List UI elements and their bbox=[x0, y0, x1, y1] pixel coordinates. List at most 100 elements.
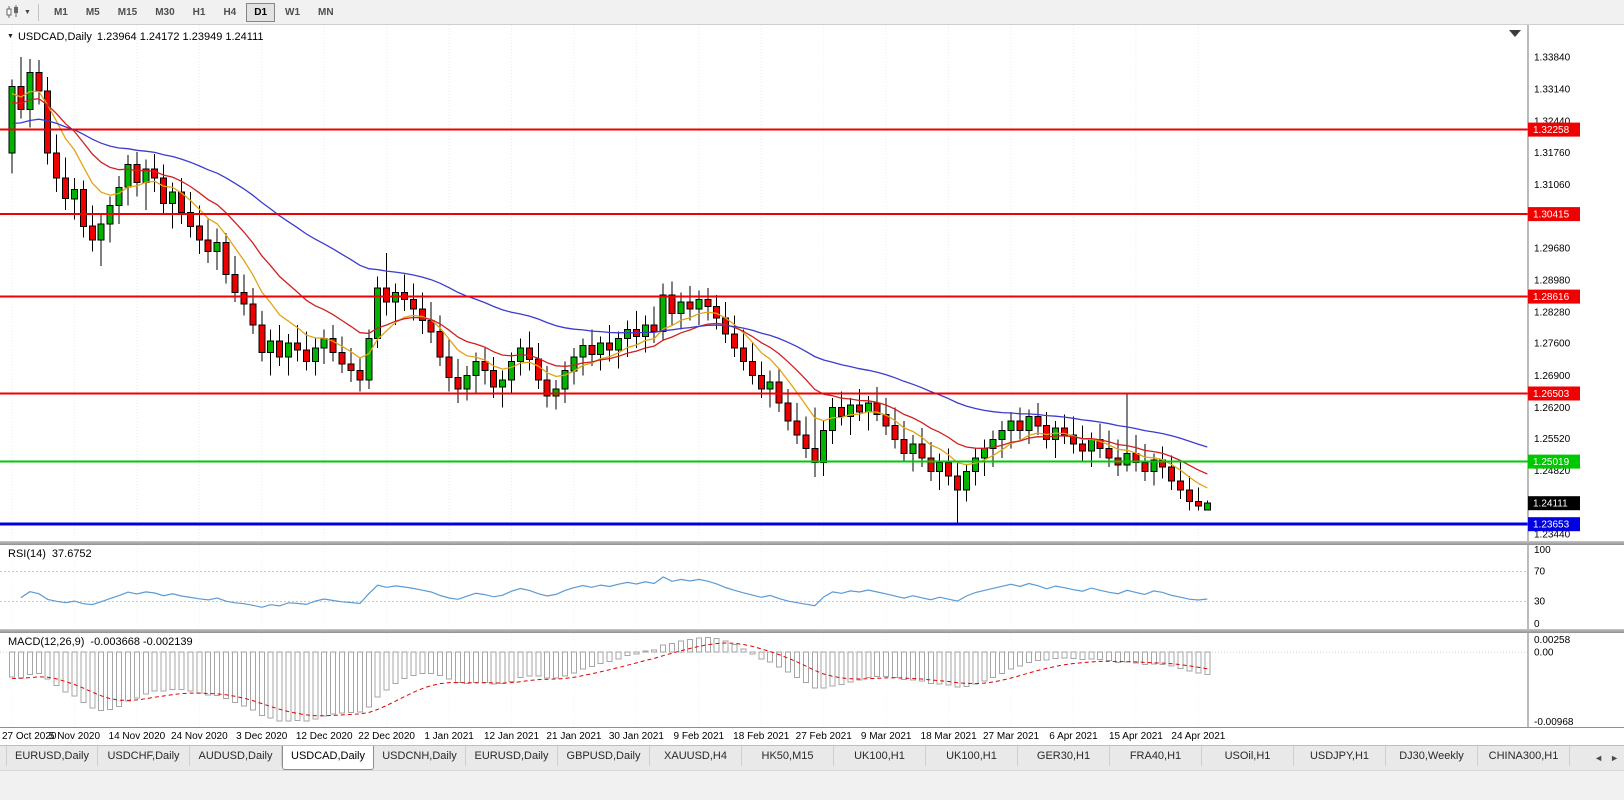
macd-label: MACD(12,26,9) -0.003668 -0.002139 bbox=[8, 636, 193, 648]
chart-type-icon[interactable] bbox=[6, 5, 21, 19]
price-axis-label: 1.33840 bbox=[1534, 53, 1571, 64]
date-axis-label: 24 Apr 2021 bbox=[1171, 731, 1226, 742]
ma-slow-line bbox=[11, 118, 1208, 448]
chart-tab-uk100-h1[interactable]: UK100,H1 bbox=[926, 746, 1018, 766]
svg-text:1.30415: 1.30415 bbox=[1533, 210, 1570, 221]
price-axis-label: 1.26900 bbox=[1534, 371, 1571, 382]
date-axis-label: 12 Dec 2020 bbox=[295, 731, 353, 742]
price-tag-1.24111: 1.24111 bbox=[1528, 496, 1580, 511]
date-axis-label: 1 Jan 2021 bbox=[424, 731, 474, 742]
chart-tab-usoil-h1[interactable]: USOil,H1 bbox=[1202, 746, 1294, 766]
timeframe-button-m15[interactable]: M15 bbox=[117, 6, 138, 18]
timeframe-button-h4[interactable]: H4 bbox=[223, 6, 237, 18]
svg-text:30: 30 bbox=[1534, 597, 1546, 608]
svg-text:100: 100 bbox=[1534, 545, 1551, 556]
macd-signal-line bbox=[11, 642, 1208, 717]
chart-tab-usdcnh-daily[interactable]: USDCNH,Daily bbox=[374, 746, 466, 766]
chart-tab-eurusd-daily[interactable]: EURUSD,Daily bbox=[466, 746, 558, 766]
price-tag-1.26503: 1.26503 bbox=[1528, 386, 1580, 401]
tabs-scroll-left-icon[interactable]: ◄ bbox=[1594, 753, 1604, 763]
panel-splitter[interactable] bbox=[0, 629, 1624, 633]
date-axis-label: 15 Apr 2021 bbox=[1108, 731, 1163, 742]
svg-text:1.32258: 1.32258 bbox=[1533, 125, 1570, 136]
rsi-line bbox=[20, 576, 1208, 608]
panel-splitter[interactable] bbox=[0, 541, 1624, 545]
svg-text:-0.00968: -0.00968 bbox=[1534, 717, 1574, 727]
price-tag-1.30415: 1.30415 bbox=[1528, 207, 1580, 222]
dropdown-caret-icon[interactable]: ▼ bbox=[24, 8, 31, 16]
chart-tab-eurusd-daily[interactable]: EURUSD,Daily bbox=[6, 746, 98, 766]
macd-values: -0.003668 -0.002139 bbox=[90, 636, 193, 648]
chart-tabs-bar: EURUSD,Daily USDCHF,Daily AUDUSD,Daily USDC… bbox=[0, 745, 1624, 770]
date-axis-label: 9 Mar 2021 bbox=[860, 731, 912, 742]
date-axis-label: 22 Dec 2020 bbox=[358, 731, 415, 742]
chart-tab-usdchf-daily[interactable]: USDCHF,Daily bbox=[98, 746, 190, 766]
price-tag-1.23653: 1.23653 bbox=[1528, 517, 1580, 532]
rsi-vertical-gridlines bbox=[11, 545, 1199, 629]
timeframe-button-h1[interactable]: H1 bbox=[192, 6, 206, 18]
svg-text:0.00: 0.00 bbox=[1534, 648, 1554, 659]
chart-tab-usdcad-daily[interactable]: USDCAD,Daily bbox=[282, 746, 374, 770]
chart-ohlc-values: 1.23964 1.24172 1.23949 1.24111 bbox=[96, 31, 264, 43]
candle-wicks-layer bbox=[11, 57, 1208, 525]
chart-tab-china300-h1[interactable]: CHINA300,H1 bbox=[1478, 746, 1570, 766]
chart-tab-xauusd-h4[interactable]: XAUUSD,H4 bbox=[650, 746, 742, 766]
date-axis-label: 27 Feb 2021 bbox=[795, 731, 852, 742]
timeframe-button-d1[interactable]: D1 bbox=[246, 2, 276, 22]
chart-tab-ger30-h1[interactable]: GER30,H1 bbox=[1018, 746, 1110, 766]
one-click-trading-icon[interactable]: ▼ bbox=[7, 33, 14, 40]
date-axis-label: 18 Feb 2021 bbox=[733, 731, 790, 742]
ma-mid-line bbox=[11, 98, 1208, 475]
price-axis-label: 1.23440 bbox=[1534, 530, 1571, 541]
timeframe-button-m5[interactable]: M5 bbox=[85, 6, 100, 18]
svg-text:70: 70 bbox=[1534, 567, 1546, 578]
chart-tab-dj30-weekly[interactable]: DJ30,Weekly bbox=[1386, 746, 1478, 766]
macd-vertical-gridlines bbox=[11, 633, 1199, 727]
date-axis-label: 27 Oct 2020 bbox=[2, 731, 57, 742]
date-axis: 27 Oct 2020 5 Nov 2020 14 Nov 2020 24 Nov 2… bbox=[0, 727, 1624, 745]
rsi-value: 37.6752 bbox=[51, 548, 92, 560]
date-axis-label: 18 Mar 2021 bbox=[920, 731, 977, 742]
chart-tab-audusd-daily[interactable]: AUDUSD,Daily bbox=[190, 746, 282, 766]
rsi-label: RSI(14) 37.6752 bbox=[8, 548, 92, 560]
vertical-gridlines bbox=[11, 25, 1199, 541]
price-axis-label: 1.32440 bbox=[1534, 117, 1571, 128]
date-axis-label: 30 Jan 2021 bbox=[608, 731, 664, 742]
price-axis-label: 1.31060 bbox=[1534, 180, 1571, 191]
macd-axis: 0.00258 0.00 -0.00968 bbox=[1527, 633, 1574, 727]
timeframe-button-m30[interactable]: M30 bbox=[155, 6, 175, 18]
price-tag-1.28616: 1.28616 bbox=[1528, 289, 1580, 304]
ma-fast-line bbox=[11, 90, 1208, 489]
date-axis-label: 24 Nov 2020 bbox=[170, 731, 228, 742]
status-bar bbox=[0, 770, 1624, 800]
svg-text:1.28616: 1.28616 bbox=[1533, 292, 1570, 303]
macd-histogram bbox=[9, 637, 1211, 722]
rsi-axis: 100 70 30 0 bbox=[1527, 545, 1551, 629]
date-axis-label: 9 Feb 2021 bbox=[673, 731, 725, 742]
tabs-scroll-right-icon[interactable]: ► bbox=[1610, 753, 1619, 763]
macd-name: MACD(12,26,9) bbox=[8, 636, 85, 648]
timeframe-buttons: M1 M5 M15 M30 H1 H4 D1 W1 MN bbox=[45, 2, 343, 22]
chart-tab-hk50-m15[interactable]: HK50,M15 bbox=[742, 746, 834, 766]
rsi-panel-canvas[interactable]: 100 70 30 0 bbox=[0, 545, 1624, 629]
svg-text:0.00258: 0.00258 bbox=[1534, 635, 1571, 646]
chart-tab-gbpusd-daily[interactable]: GBPUSD,Daily bbox=[558, 746, 650, 766]
chart-tab-usdjpy-h1[interactable]: USDJPY,H1 bbox=[1294, 746, 1386, 766]
timeframe-button-m1[interactable]: M1 bbox=[53, 6, 68, 18]
price-axis-label: 1.25520 bbox=[1534, 434, 1571, 445]
macd-panel-canvas[interactable]: 0.00258 0.00 -0.00968 bbox=[0, 633, 1624, 727]
date-axis-label: 14 Nov 2020 bbox=[108, 731, 166, 742]
chart-tab-uk100-h1[interactable]: UK100,H1 bbox=[834, 746, 926, 766]
date-axis-label: 5 Nov 2020 bbox=[48, 731, 101, 742]
toolbar-separator bbox=[37, 3, 39, 21]
chart-tab-fra40-h1[interactable]: FRA40,H1 bbox=[1110, 746, 1202, 766]
price-axis-label: 1.31760 bbox=[1534, 148, 1571, 159]
main-chart-canvas[interactable]: 1.338401.331401.324401.317601.310601.303… bbox=[0, 25, 1624, 541]
svg-text:0: 0 bbox=[1534, 619, 1540, 629]
chart-shift-marker-icon[interactable] bbox=[1509, 30, 1521, 37]
timeframe-button-w1[interactable]: W1 bbox=[285, 6, 301, 18]
price-axis-label: 1.28980 bbox=[1534, 275, 1571, 286]
price-axis-label: 1.33140 bbox=[1534, 85, 1571, 96]
price-axis-label: 1.28280 bbox=[1534, 308, 1571, 319]
timeframe-button-mn[interactable]: MN bbox=[318, 6, 334, 18]
